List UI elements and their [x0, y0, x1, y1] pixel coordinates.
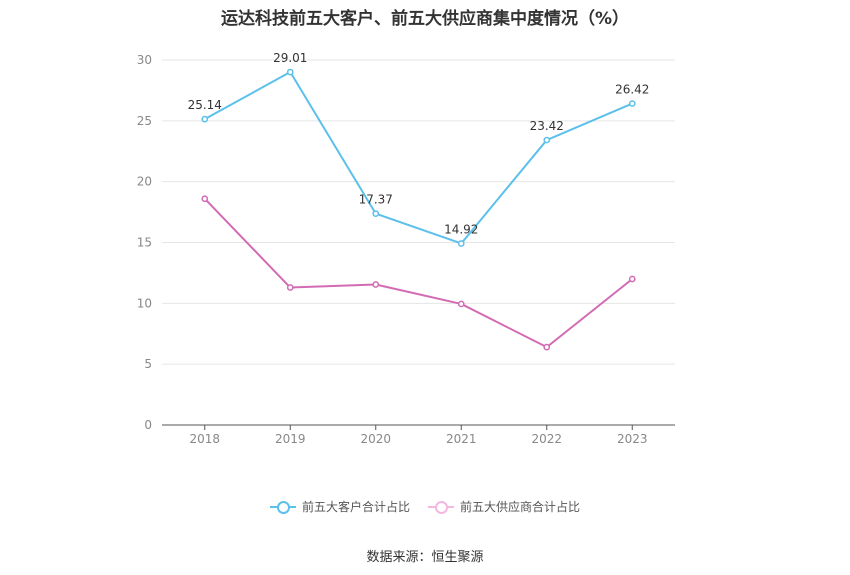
data-label-0-2020: 17.37 — [359, 193, 393, 207]
data-point-0-2020 — [372, 210, 380, 218]
legend: 前五大客户合计占比 前五大供应商合计占比 — [0, 498, 850, 515]
x-tick-label-2021: 2021 — [446, 432, 477, 446]
x-tick-label-2023: 2023 — [617, 432, 648, 446]
legend-swatch-suppliers — [428, 500, 454, 514]
y-tick-label-25: 25 — [137, 114, 152, 128]
legend-label-suppliers: 前五大供应商合计占比 — [460, 500, 581, 514]
data-label-0-2022: 23.42 — [530, 119, 564, 133]
data-label-0-2023: 26.42 — [615, 83, 649, 97]
series-line-1 — [204, 198, 633, 349]
x-tick-label-2019: 2019 — [275, 432, 306, 446]
data-point-1-2020 — [372, 281, 380, 288]
data-source: 数据来源：恒生聚源 — [366, 550, 484, 565]
data-point-0-2021 — [457, 240, 465, 247]
y-tick-label-0: 0 — [144, 418, 152, 432]
legend-item-suppliers[interactable]: 前五大供应商合计占比 — [428, 498, 580, 515]
y-tick-label-30: 30 — [137, 53, 152, 67]
series-line-0 — [204, 71, 633, 245]
data-point-0-2018 — [201, 115, 209, 123]
data-point-1-2023 — [628, 275, 636, 283]
legend-item-customers[interactable]: 前五大客户合计占比 — [269, 498, 410, 515]
y-tick-label-10: 10 — [137, 296, 152, 310]
legend-label-customers: 前五大客户合计占比 — [301, 500, 410, 514]
data-label-0-2021: 14.92 — [444, 222, 478, 236]
data-point-1-2021 — [457, 300, 465, 308]
y-tick-label-15: 15 — [137, 236, 152, 250]
data-point-0-2023 — [628, 100, 636, 107]
data-label-0-2018: 25.14 — [188, 98, 222, 112]
x-tick-label-2022: 2022 — [531, 432, 562, 446]
x-tick-label-2018: 2018 — [189, 432, 220, 446]
legend-swatch-customers — [269, 500, 296, 514]
data-point-0-2019 — [286, 68, 294, 76]
chart-title: 运达科技前五大客户、前五大供应商集中度情况（%） — [220, 9, 630, 29]
data-point-0-2022 — [543, 136, 551, 144]
data-point-1-2018 — [201, 195, 209, 203]
data-label-0-2019: 29.01 — [273, 51, 307, 65]
data-point-1-2019 — [286, 284, 294, 291]
data-point-1-2022 — [543, 343, 551, 351]
y-tick-label-20: 20 — [137, 175, 152, 189]
y-tick-label-5: 5 — [144, 357, 152, 371]
x-tick-label-2020: 2020 — [360, 432, 391, 446]
